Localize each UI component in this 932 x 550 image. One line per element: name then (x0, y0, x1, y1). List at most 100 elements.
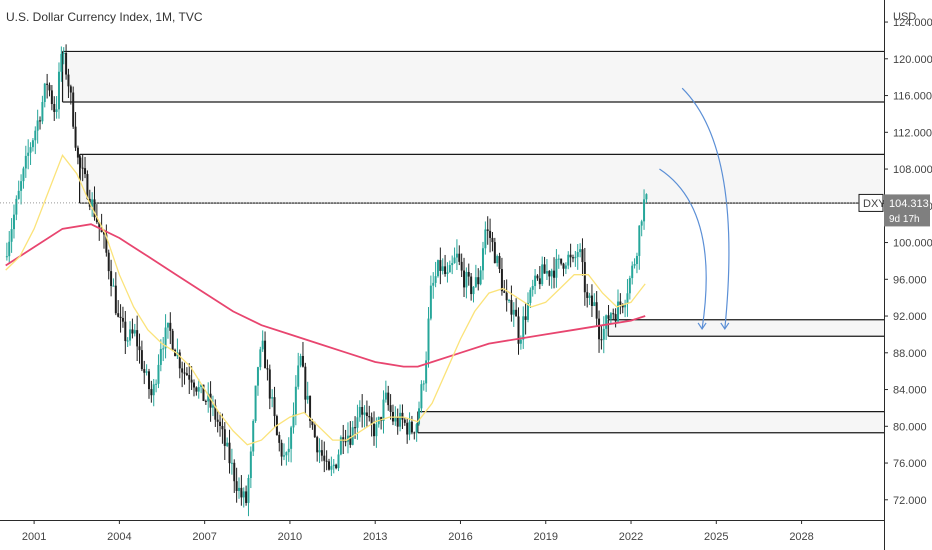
candle-body (271, 397, 274, 399)
symbol-tag (858, 193, 884, 212)
time-tick-label: 2001 (22, 531, 46, 543)
sma-short-line (5, 153, 646, 446)
candle-body (268, 369, 271, 399)
candle-body (434, 276, 437, 283)
candle-body (15, 198, 18, 215)
candle-body (197, 387, 200, 392)
candle-body (57, 71, 60, 110)
candle-body (287, 448, 290, 453)
candle-body (171, 330, 174, 350)
projection-arrows (659, 87, 730, 330)
candle-body (31, 140, 34, 148)
candle-body (633, 264, 636, 266)
candle-body (226, 442, 229, 446)
candle-body (285, 452, 288, 456)
candle-body (29, 147, 32, 153)
candle-body (356, 417, 359, 428)
candle-body (645, 194, 648, 200)
candle-body (432, 282, 435, 286)
time-tick-label: 2019 (534, 531, 558, 543)
candle-body (162, 348, 165, 350)
candle-body (216, 419, 219, 422)
candle-body (401, 412, 404, 420)
price-tag (884, 194, 930, 227)
candle-body (301, 356, 304, 367)
candle-body (484, 229, 487, 249)
candle-body (595, 302, 598, 319)
candle-body (264, 340, 267, 369)
candle-body (292, 414, 295, 428)
candle-body (624, 303, 627, 308)
candle-body (330, 466, 333, 470)
candle-body (207, 393, 210, 402)
candle-body (598, 318, 601, 340)
zone-2 (79, 154, 884, 204)
arrow-1-head (697, 322, 707, 330)
candle-body (273, 397, 276, 417)
candle-body (510, 299, 513, 315)
candle-body (114, 285, 117, 314)
candle-body (211, 405, 214, 408)
candle-body (223, 429, 226, 446)
candle-body (574, 256, 577, 259)
candle-body (202, 384, 205, 401)
candle-body (74, 126, 77, 148)
candle-body (50, 90, 53, 105)
zone-4 (417, 411, 884, 433)
candle-body (467, 271, 470, 277)
candle-body (93, 199, 96, 218)
candle-body (121, 317, 124, 322)
candle-body (20, 181, 23, 191)
time-tick-label: 2016 (448, 531, 472, 543)
candle-body (228, 442, 231, 464)
candle-body (192, 382, 195, 388)
candle-body (185, 373, 188, 376)
candle-body (429, 285, 432, 319)
candle-body (62, 52, 65, 54)
candle-body (299, 356, 302, 366)
candle-body (119, 316, 122, 318)
candle-body (152, 384, 155, 396)
candle-body (519, 339, 522, 344)
price-tick-label: 76.000 (893, 458, 927, 470)
candle-body (571, 257, 574, 259)
candle-body (55, 109, 58, 112)
candle-body (105, 234, 108, 253)
candle-body (576, 252, 579, 257)
arrow-2-head (720, 322, 730, 330)
candle-body (588, 295, 591, 298)
candle-body (259, 349, 262, 368)
candle-body (245, 491, 248, 503)
candle-body (555, 258, 558, 278)
time-axis[interactable]: 2001 2004 2007 2010 2013 2016 2019 2022 2025 2028 (22, 520, 814, 543)
price-tick-label: 96.000 (893, 274, 927, 286)
candle-body (500, 269, 503, 292)
candle-body (399, 412, 402, 427)
candle-body (133, 330, 136, 334)
candle-body (309, 395, 312, 421)
candle-body (81, 167, 84, 169)
candle-body (112, 285, 115, 287)
candle-body (581, 249, 584, 263)
last-price-badge: DXY 104.313 9d 17h (858, 193, 930, 227)
candle-body (110, 271, 113, 287)
candle-body (304, 366, 307, 400)
candle-body (283, 455, 286, 457)
candle-body (564, 265, 567, 269)
candle-body (628, 278, 631, 294)
candle-body (602, 328, 605, 340)
candle-body (512, 309, 515, 315)
candle-body (247, 478, 250, 503)
candle-body (394, 417, 397, 422)
candle-body (354, 427, 357, 429)
candle-body (600, 339, 603, 341)
currency-label: USD (893, 11, 916, 23)
candle-body (79, 157, 82, 168)
price-tick-label: 100.000 (893, 238, 932, 250)
candle-body (410, 421, 413, 433)
candle-body (290, 427, 293, 449)
candle-body (24, 155, 27, 169)
candle-body (344, 441, 347, 443)
candle-body (332, 464, 335, 467)
